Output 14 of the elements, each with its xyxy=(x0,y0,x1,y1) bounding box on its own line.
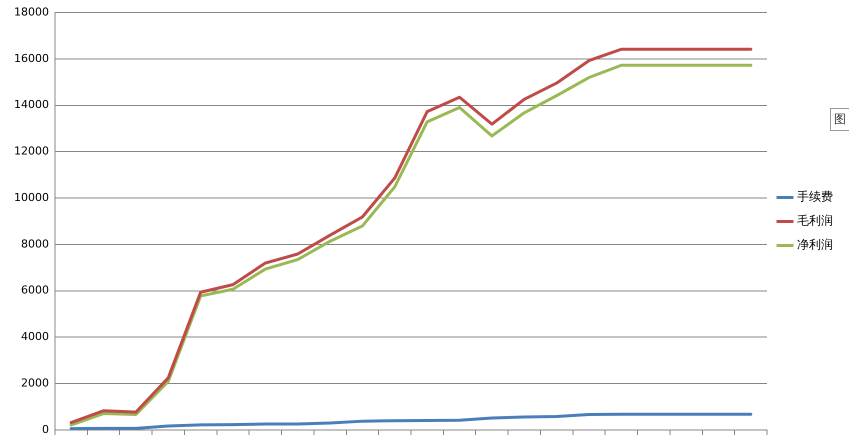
legend-label: 毛利润 xyxy=(797,214,833,228)
y-tick-label: 8000 xyxy=(20,237,49,250)
y-tick-label: 12000 xyxy=(14,144,49,158)
y-tick-label: 10000 xyxy=(14,190,49,204)
y-tick-label: 6000 xyxy=(20,284,49,297)
text: 图 xyxy=(830,108,849,131)
y-tick-label: 4000 xyxy=(20,330,49,344)
legend-label: 手续费 xyxy=(797,190,833,204)
legend-label: 净利润 xyxy=(797,238,833,252)
y-tick-label: 0 xyxy=(42,422,49,436)
y-tick-label: 18000 xyxy=(14,5,49,18)
y-tick-label: 14000 xyxy=(14,98,49,112)
y-tick-label: 16000 xyxy=(14,52,49,65)
y-tick-label: 2000 xyxy=(20,376,49,390)
